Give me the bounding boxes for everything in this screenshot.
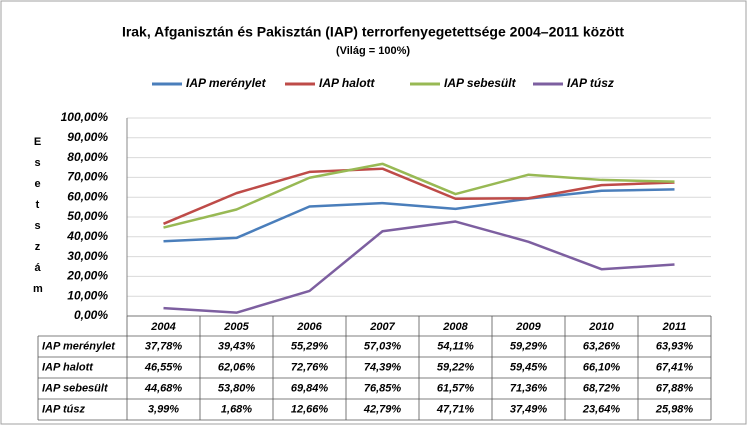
table-cell: 53,80% [218,382,256,394]
table-cell: 42,79% [363,403,402,415]
table-cell: 54,11% [437,340,474,352]
table-row-label: IAP halott [42,361,94,373]
table-cell: 63,26% [583,340,621,352]
y-axis-label: Esetszám [33,136,43,295]
table-cell: 57,03% [364,340,402,352]
chart-subtitle: (Világ = 100%) [336,45,410,57]
table-cell: 55,29% [291,340,329,352]
table-cell: 59,45% [510,361,548,373]
table-cell: 23,64% [582,403,621,415]
x-tick-label: 2006 [296,321,322,333]
legend-label: IAP merénylet [186,76,267,90]
x-tick-label: 2007 [369,321,395,333]
legend-label: IAP halott [319,76,376,90]
y-tick-label: 40,00% [66,229,108,243]
table-cell: 68,72% [583,382,621,394]
table-cell: 44,68% [144,382,183,394]
table-cell: 67,41% [656,361,694,373]
x-tick-label: 2008 [442,321,468,333]
x-tick-label: 2011 [662,321,687,333]
table-cell: 59,29% [510,340,548,352]
table-cell: 39,43% [218,340,256,352]
table-cell: 71,36% [510,382,548,394]
x-tick-label: 2009 [515,321,541,333]
table-cell: 61,57% [437,382,475,394]
table-cell: 62,06% [218,361,256,373]
table-cell: 66,10% [583,361,621,373]
table-cell: 3,99% [148,403,179,415]
table-cell: 63,93% [656,340,694,352]
y-tick-label: 50,00% [67,209,108,223]
y-tick-label: 100,00% [61,110,109,124]
y-tick-label: 10,00% [67,288,108,302]
series-line [163,220,675,314]
table-cell: 25,98% [655,403,694,415]
table-cell: 1,68% [221,403,252,415]
table-cell: 74,39% [364,361,402,373]
series-line [163,162,675,229]
table-row-label: IAP sebesült [42,382,109,394]
table-cell: 67,88% [656,382,694,394]
table-cell: 69,84% [291,382,329,394]
table-cell: 76,85% [364,382,402,394]
series-line [163,167,675,225]
x-tick-label: 2004 [150,321,175,333]
y-tick-label: 20,00% [66,269,108,283]
table-cell: 72,76% [291,361,329,373]
table-cell: 37,49% [510,403,548,415]
table-cell: 46,55% [144,361,183,373]
x-tick-label: 2005 [223,321,249,333]
legend-label: IAP sebesült [444,76,517,90]
table-cell: 59,22% [437,361,475,373]
table-row-label: IAP merénylet [42,340,116,352]
y-tick-label: 70,00% [67,170,108,184]
y-tick-label: 80,00% [67,150,108,164]
table-cell: 12,66% [291,403,329,415]
y-tick-label: 60,00% [67,189,108,203]
y-tick-label: 90,00% [67,130,108,144]
chart-title: Irak, Afganisztán és Pakisztán (IAP) ter… [122,24,624,40]
table-row-label: IAP túsz [42,403,85,415]
series-line [163,188,675,243]
table-cell: 47,71% [436,403,475,415]
y-tick-label: 0,00% [74,308,108,322]
legend-label: IAP túsz [567,76,614,90]
y-tick-label: 30,00% [67,249,108,263]
table-cell: 37,78% [145,340,183,352]
x-tick-label: 2010 [588,321,614,333]
